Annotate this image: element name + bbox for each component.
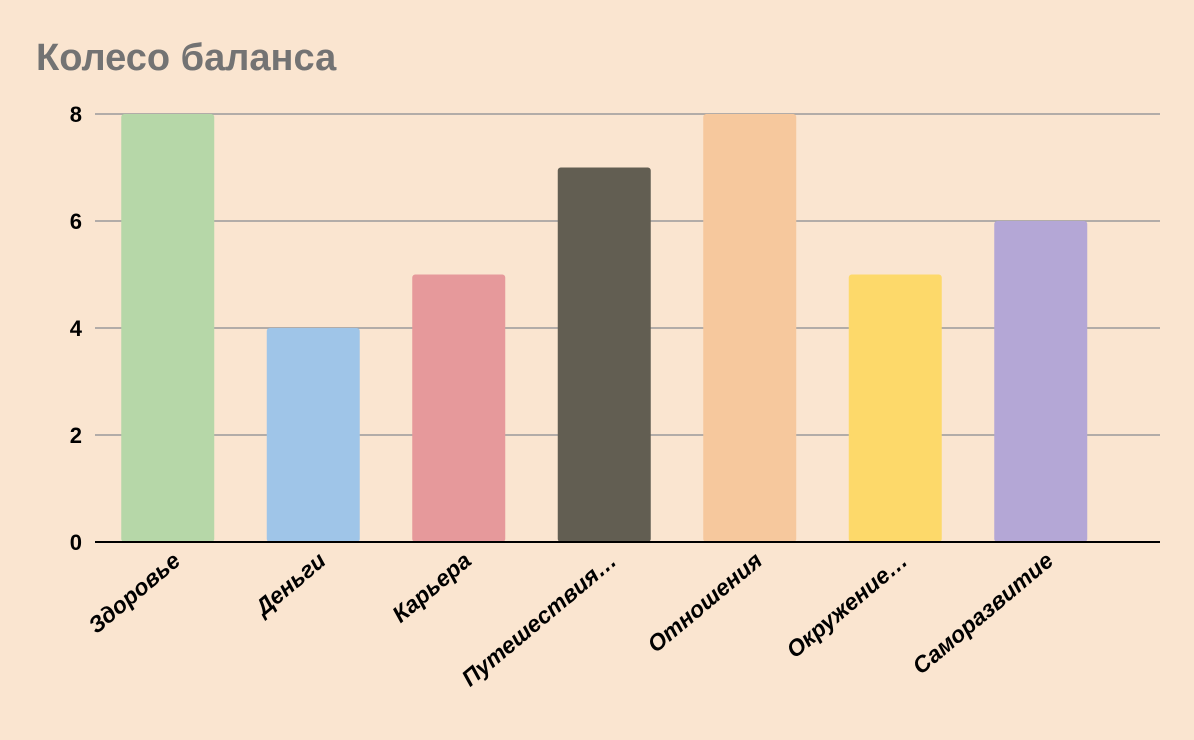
y-tick-label: 8	[70, 102, 82, 127]
bars	[121, 114, 1088, 542]
x-category-label: Деньги	[248, 547, 330, 622]
x-category-label: Отношения	[642, 547, 767, 658]
bar	[412, 274, 506, 542]
bar	[121, 114, 215, 542]
y-axis-ticks: 0 2 4 6 8	[70, 102, 83, 555]
y-tick-label: 6	[70, 209, 82, 234]
x-category-label: Здоровье	[83, 547, 185, 639]
bar	[994, 221, 1088, 542]
chart-title: Колесо баланса	[36, 37, 337, 79]
x-category-label: Путешествия…	[456, 547, 621, 691]
y-tick-label: 0	[70, 530, 82, 555]
bar	[848, 274, 942, 542]
y-tick-label: 2	[70, 423, 82, 448]
y-tick-label: 4	[70, 316, 83, 341]
x-category-label: Окружение…	[781, 547, 912, 663]
bar	[266, 328, 360, 542]
x-category-label: Карьера	[387, 547, 476, 628]
bar	[557, 167, 651, 542]
bar	[703, 114, 797, 542]
x-category-label: Саморазвитие	[907, 547, 1058, 679]
